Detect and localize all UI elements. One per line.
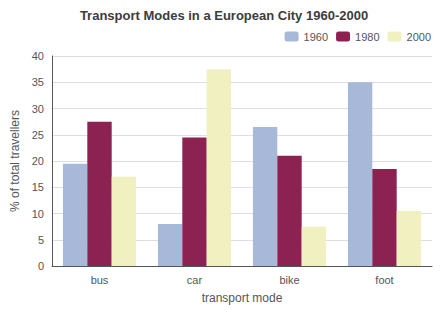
svg-text:35: 35 [32, 76, 44, 88]
svg-text:1960: 1960 [304, 31, 328, 43]
svg-text:Transport Modes in a European: Transport Modes in a European City 1960-… [80, 8, 368, 23]
svg-text:% of total travellers: % of total travellers [8, 110, 22, 212]
svg-text:25: 25 [32, 129, 44, 141]
svg-text:5: 5 [38, 234, 44, 246]
svg-text:transport mode: transport mode [202, 291, 283, 305]
svg-text:30: 30 [32, 103, 44, 115]
svg-text:2000: 2000 [407, 31, 431, 43]
svg-text:0: 0 [38, 260, 44, 272]
svg-text:15: 15 [32, 181, 44, 193]
svg-text:foot: foot [375, 274, 393, 286]
svg-text:bus: bus [91, 274, 109, 286]
svg-text:20: 20 [32, 155, 44, 167]
svg-text:bike: bike [279, 274, 299, 286]
svg-text:40: 40 [32, 50, 44, 62]
svg-text:1980: 1980 [355, 31, 379, 43]
svg-text:car: car [187, 274, 203, 286]
svg-text:10: 10 [32, 208, 44, 220]
